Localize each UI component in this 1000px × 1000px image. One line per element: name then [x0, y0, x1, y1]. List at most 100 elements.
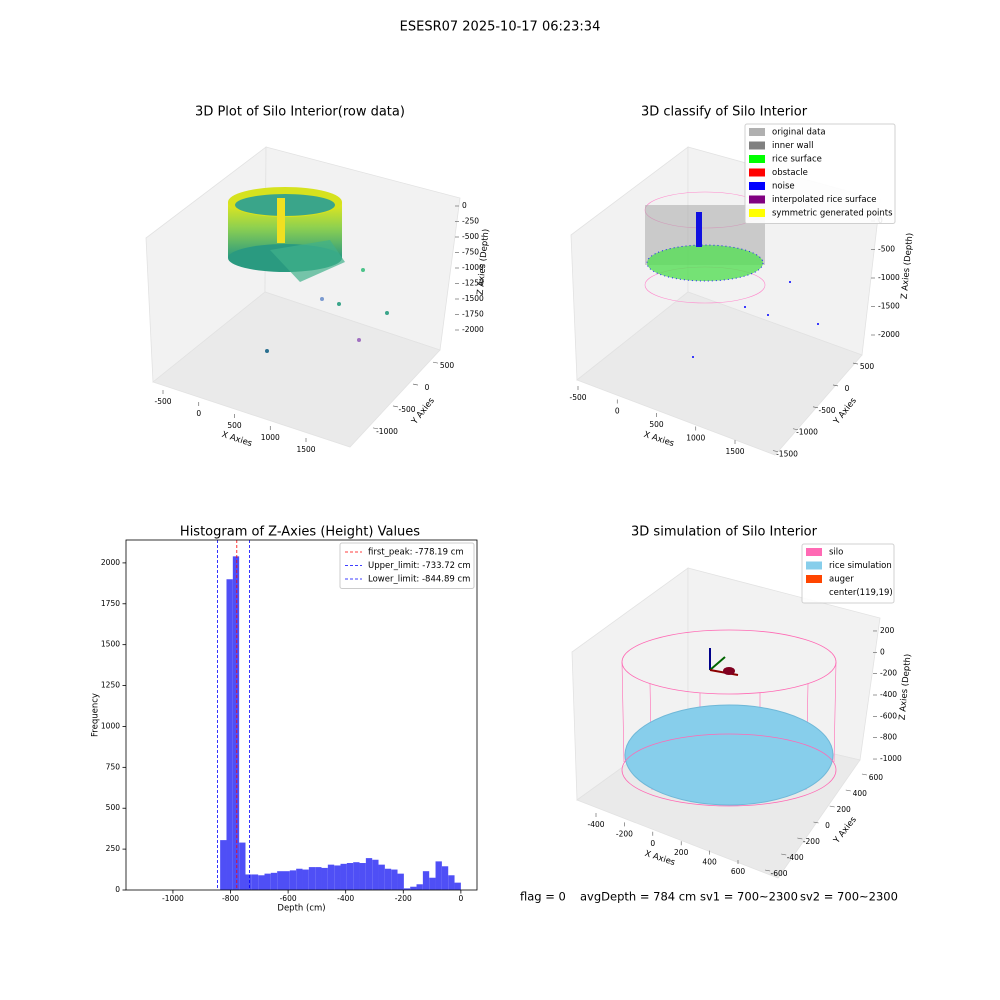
x-tick-label: 1500 — [725, 447, 744, 456]
bar — [340, 863, 347, 890]
bar — [226, 579, 233, 890]
z-tick-label: -2000 — [878, 330, 900, 339]
y-tick — [372, 427, 379, 430]
y-tick — [432, 361, 439, 364]
y-tick-label: -1000 — [796, 428, 818, 437]
y-tick — [781, 853, 787, 856]
x-tick-label: 0 — [650, 839, 655, 848]
y-tick-label: -500 — [398, 405, 415, 414]
z-tick-label: -1000 — [462, 263, 484, 272]
bar — [454, 882, 461, 890]
bar — [435, 861, 442, 890]
x-tick-label: 1000 — [686, 434, 705, 443]
y-tick — [861, 773, 867, 776]
z-tick-label: -200 — [880, 669, 897, 678]
x-tick-label: 0 — [615, 407, 620, 416]
bar — [403, 888, 411, 890]
legend-swatch — [806, 575, 822, 583]
y-tick-label: 0 — [825, 821, 830, 830]
z-tick-label: -500 — [878, 245, 895, 254]
bar — [441, 866, 449, 890]
y-axis-label: Frequency — [91, 693, 101, 737]
bar — [277, 871, 284, 890]
bar — [245, 874, 252, 890]
y-tick-label: 1750 — [101, 599, 120, 608]
legend-label: rice simulation — [829, 561, 892, 571]
y-tick-label: 0 — [425, 383, 430, 392]
bar — [378, 864, 385, 890]
x-tick-label: -1000 — [162, 894, 184, 903]
legend-label: silo — [829, 548, 843, 558]
bar — [429, 877, 436, 890]
legend-box — [801, 543, 895, 604]
y-tick-label: 200 — [836, 805, 851, 814]
x-tick-label: 0 — [458, 894, 463, 903]
x-tick-label: 0 — [196, 409, 201, 418]
bar — [220, 840, 227, 890]
plot-frame — [125, 539, 478, 891]
y-tick — [829, 805, 835, 808]
legend-swatch — [749, 209, 765, 217]
y-tick-label: 750 — [106, 762, 121, 771]
y-tick-label: -500 — [818, 406, 835, 415]
bar — [391, 869, 398, 890]
y-tick-label: 600 — [869, 773, 884, 782]
status-text: avgDepth = 784 cm — [580, 890, 696, 904]
y-tick — [852, 362, 859, 365]
y-tick-label: 2000 — [101, 558, 120, 567]
y-tick-label: -200 — [803, 837, 820, 846]
y-tick-label: 0 — [115, 885, 120, 894]
y-tick-label: 500 — [106, 803, 121, 812]
bar — [372, 859, 379, 890]
bar — [232, 556, 240, 890]
bar — [365, 858, 373, 890]
bar — [296, 868, 303, 890]
axis-label: X Axies — [220, 430, 253, 449]
x-tick-label: -200 — [395, 894, 412, 903]
x-axis-label: Depth (cm) — [277, 904, 325, 914]
bar — [416, 884, 423, 890]
status-text: flag = 0 — [520, 890, 566, 904]
bar — [327, 864, 335, 890]
legend-label: obstacle — [772, 168, 808, 178]
legend-swatch — [749, 155, 765, 163]
point-cloud — [644, 191, 819, 358]
y-tick-label: 1250 — [101, 681, 120, 690]
y-tick-label: 1000 — [101, 721, 120, 730]
bar — [346, 863, 354, 890]
y-tick-label: 500 — [860, 362, 875, 371]
silo-model — [621, 629, 837, 807]
legend-label: noise — [772, 182, 795, 192]
axis-label: Z Axies (Depth) — [898, 653, 914, 720]
y-tick-label: 1500 — [101, 640, 120, 649]
bar — [384, 868, 392, 890]
x-tick-label: -800 — [222, 894, 239, 903]
legend-label: interpolated rice surface — [772, 195, 877, 205]
y-tick — [813, 821, 819, 824]
legend-label: first_peak: -778.19 cm — [368, 548, 464, 558]
y-tick — [772, 450, 779, 452]
z-tick-label: 200 — [880, 626, 895, 635]
z-tick-label: 0 — [880, 647, 885, 656]
y-tick-label: -1500 — [776, 450, 798, 459]
chart-title: 3D Plot of Silo Interior(row data) — [195, 105, 405, 120]
y-tick-label: 250 — [106, 844, 121, 853]
legend-swatch — [749, 195, 765, 204]
z-tick-label: -500 — [462, 232, 479, 241]
y-tick-label: -600 — [771, 869, 788, 878]
legend-box — [744, 123, 896, 224]
legend-swatch — [749, 141, 765, 150]
chart-title: Histogram of Z-Axies (Height) Values — [180, 525, 420, 540]
legend-swatch — [806, 561, 822, 570]
z-tick-label: -750 — [462, 248, 479, 257]
bar — [334, 865, 341, 890]
bar — [283, 871, 290, 890]
z-tick-label: -250 — [462, 217, 479, 226]
x-tick-label: 600 — [731, 867, 746, 876]
y-tick — [797, 837, 803, 840]
y-tick-label: 0 — [845, 384, 850, 393]
y-tick — [792, 428, 799, 431]
x-tick-label: -200 — [616, 829, 633, 838]
axis-label: Z Axies (Depth) — [900, 232, 916, 299]
z-tick-label: -1000 — [880, 754, 902, 763]
